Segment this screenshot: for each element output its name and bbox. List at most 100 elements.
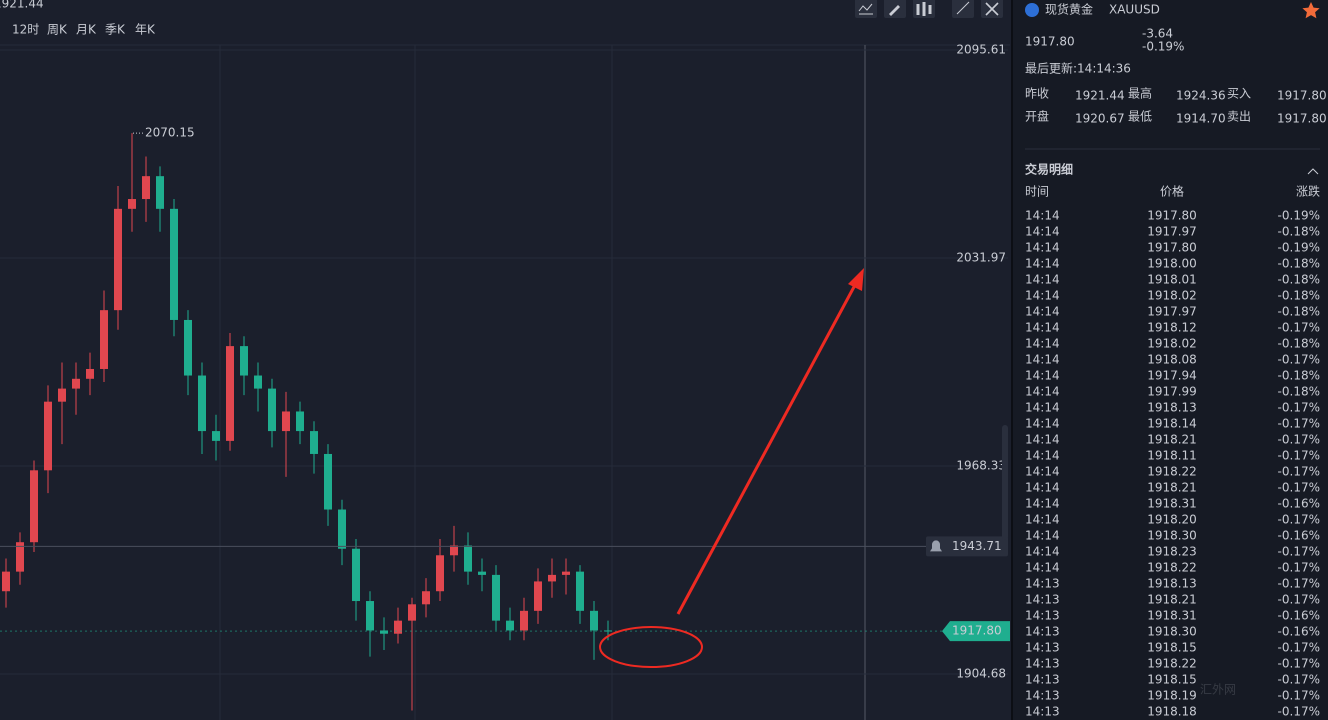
trade-cell: 1918.18 [1147,705,1197,719]
collapse-icon[interactable] [1307,168,1319,175]
trade-cell: 14:14 [1025,513,1060,527]
trade-cell: 1918.14 [1147,417,1197,431]
trade-cell: 1918.02 [1147,337,1197,351]
candle-body [310,431,318,454]
scroll-handle[interactable] [1002,425,1008,540]
candle-body [436,555,444,592]
trade-cell: -0.17% [1278,417,1320,431]
candle-body [324,453,332,510]
candle-body [254,375,262,389]
trade-cell: -0.17% [1278,321,1320,335]
stat-label: 买入 [1227,87,1251,101]
candle-body [520,610,528,631]
candle-body [380,630,388,634]
trade-cell: -0.17% [1278,561,1320,575]
trade-cell: 1918.21 [1147,433,1197,447]
candle-body [604,630,612,632]
trade-cell: 14:13 [1025,625,1060,639]
tool-buttons [855,0,1003,18]
trade-cell: 1918.30 [1147,529,1197,543]
period-tab[interactable]: 周K [47,23,68,37]
candle-body [58,388,66,402]
quote-price: 1917.80 [1025,35,1075,49]
trade-cell: -0.17% [1278,577,1320,591]
trade-cell: 14:14 [1025,433,1060,447]
stat-value: 1917.80 [1277,112,1327,126]
candle-body [184,319,192,376]
trade-cell: -0.18% [1278,337,1320,351]
candle-body [100,310,108,369]
trade-cell: 14:13 [1025,673,1060,687]
trade-cell: 14:13 [1025,641,1060,655]
trade-cell: -0.17% [1278,433,1320,447]
candle-body [366,601,374,631]
candle-body [394,620,402,634]
trade-cell: -0.17% [1278,465,1320,479]
trade-cell: 1918.22 [1147,657,1197,671]
trade-cell: 1918.15 [1147,673,1197,687]
trade-cell: 1917.99 [1147,385,1197,399]
trade-cell: -0.18% [1278,225,1320,239]
period-tab[interactable]: 月K [76,23,97,37]
candle-body [534,581,542,611]
tool-icon [858,3,873,15]
trade-cell: 14:14 [1025,289,1060,303]
trade-cell: 14:14 [1025,353,1060,367]
panel-bg [1013,0,1328,720]
trade-cell: 1917.97 [1147,305,1197,319]
stat-label: 开盘 [1025,109,1049,124]
trade-cell: 14:13 [1025,689,1060,703]
candle-body [408,604,416,621]
period-tab[interactable]: 12时 [12,23,39,37]
period-tab[interactable]: 年K [135,23,156,37]
trade-cell: 14:14 [1025,305,1060,319]
stat-value: 1914.70 [1176,112,1226,126]
quote-change: -3.64 [1142,27,1173,41]
candle-body [282,411,290,432]
column-header: 价格 [1160,184,1184,199]
trade-cell: 14:13 [1025,593,1060,607]
candle-body [72,378,80,389]
trade-cell: 1917.80 [1147,241,1197,255]
chart-bg [0,0,1012,720]
tool-button[interactable] [952,0,974,18]
tool-icon [889,5,900,16]
trade-cell: 14:14 [1025,225,1060,239]
candle-body [44,401,52,471]
candle-body [576,571,584,611]
candle-body [114,208,122,311]
stat-label: 昨收 [1025,87,1049,101]
trade-cell: 14:14 [1025,481,1060,495]
stat-label: 最高 [1128,86,1152,101]
trade-cell: 1918.15 [1147,641,1197,655]
candle-body [478,571,486,575]
period-tab[interactable]: 季K [105,23,126,37]
favorite-star[interactable] [1302,2,1320,19]
y-tick-label: 1904.68 [956,666,1006,680]
trade-cell: -0.17% [1278,481,1320,495]
quote-change-pct: -0.19% [1142,40,1184,54]
logo [1025,3,1039,17]
trade-cell: 14:14 [1025,401,1060,415]
stats: 昨收 1921.44 最高 1924.36 买入 1917.80 开盘 1920.67 最低 19… [1025,86,1327,126]
trade-cell: -0.18% [1278,385,1320,399]
trade-cell: 14:14 [1025,273,1060,287]
y-tick-label: 1968.33 [956,458,1006,472]
candle-body [86,368,94,379]
trade-cell: 1918.22 [1147,465,1197,479]
candle-body [198,375,206,432]
trade-cell: 14:14 [1025,257,1060,271]
candle-body [212,431,220,441]
trades: 时间 价格 涨跌 14:14 1917.80 -0.19% 14:14 1917.97 -0.1… [1025,184,1320,719]
stat-value: 1920.67 [1075,112,1125,126]
y-tick-label: 2031.97 [956,250,1006,264]
last-price-label: 1917.80 [952,624,1002,638]
trade-cell: 14:14 [1025,337,1060,351]
max-label: 2070.15 [145,126,195,140]
trade-cell: -0.17% [1278,705,1320,719]
tool-icon [956,1,970,15]
trade-cell: 1918.02 [1147,289,1197,303]
trade-cell: 14:14 [1025,561,1060,575]
quote-code: XAUUSD [1109,3,1160,17]
